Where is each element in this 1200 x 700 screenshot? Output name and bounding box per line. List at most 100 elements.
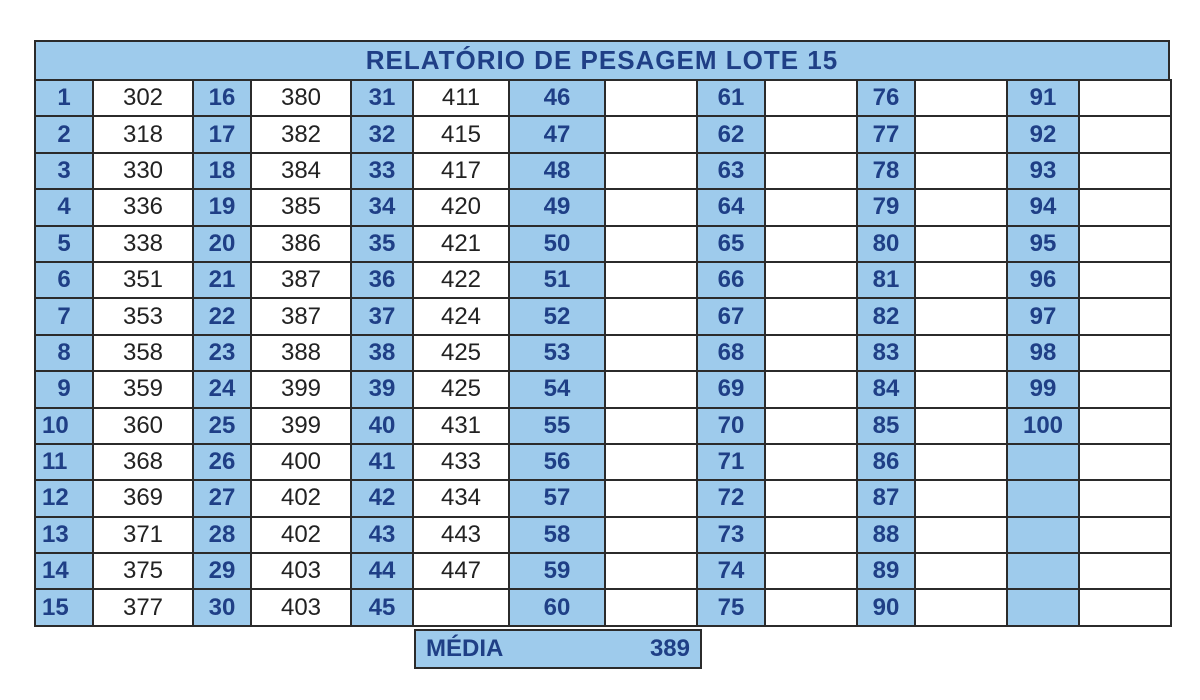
animal-number-cell: 2 <box>34 115 94 154</box>
empty-number-cell <box>1006 552 1080 591</box>
weight-cell <box>914 515 1008 555</box>
weight-cell <box>412 588 510 627</box>
weight-cell <box>1078 370 1172 409</box>
animal-number-cell: 13 <box>34 515 94 555</box>
weight-cell <box>764 78 858 118</box>
weight-cell <box>1078 588 1172 627</box>
animal-number-cell: 4 <box>34 188 94 227</box>
report-title: RELATÓRIO DE PESAGEM LOTE 15 <box>34 40 1170 79</box>
weight-cell <box>764 442 858 482</box>
table-row: 1 302 16 380 31 411 46 61 76 91 <box>34 78 1172 118</box>
empty-number-cell <box>1006 479 1080 518</box>
weight-cell: 371 <box>92 515 194 555</box>
animal-number-cell: 35 <box>350 224 414 263</box>
table-row: 13 371 28 402 43 443 58 73 88 <box>34 515 1172 555</box>
animal-number-cell: 54 <box>508 370 606 409</box>
weight-cell <box>914 78 1008 118</box>
weight-cell <box>604 297 698 336</box>
weight-cell: 431 <box>412 406 510 445</box>
weight-cell: 368 <box>92 442 194 482</box>
weight-cell: 420 <box>412 188 510 227</box>
animal-number-cell: 36 <box>350 260 414 300</box>
weight-cell <box>604 588 698 627</box>
animal-number-cell: 62 <box>696 115 766 154</box>
animal-number-cell: 77 <box>856 115 916 154</box>
animal-number-cell: 37 <box>350 297 414 336</box>
animal-number-cell: 80 <box>856 224 916 263</box>
animal-number-cell: 86 <box>856 442 916 482</box>
animal-number-cell: 70 <box>696 406 766 445</box>
weight-cell: 318 <box>92 115 194 154</box>
weight-cell <box>914 260 1008 300</box>
weight-cell <box>1078 333 1172 373</box>
animal-number-cell: 33 <box>350 151 414 191</box>
animal-number-cell: 79 <box>856 188 916 227</box>
animal-number-cell: 58 <box>508 515 606 555</box>
weight-cell <box>1078 151 1172 191</box>
animal-number-cell: 26 <box>192 442 252 482</box>
weight-cell: 388 <box>250 333 352 373</box>
animal-number-cell: 92 <box>1006 115 1080 154</box>
weight-cell: 380 <box>250 78 352 118</box>
weight-cell <box>914 333 1008 373</box>
animal-number-cell: 90 <box>856 588 916 627</box>
animal-number-cell: 8 <box>34 333 94 373</box>
weight-cell <box>1078 515 1172 555</box>
weight-cell <box>914 115 1008 154</box>
weight-cell: 387 <box>250 297 352 336</box>
weight-cell: 359 <box>92 370 194 409</box>
empty-number-cell <box>1006 442 1080 482</box>
weight-cell: 400 <box>250 442 352 482</box>
weight-cell <box>1078 78 1172 118</box>
weight-cell <box>914 442 1008 482</box>
animal-number-cell: 6 <box>34 260 94 300</box>
animal-number-cell: 82 <box>856 297 916 336</box>
table-row: 10 360 25 399 40 431 55 70 85 100 <box>34 406 1172 445</box>
animal-number-cell: 11 <box>34 442 94 482</box>
table-row: 14 375 29 403 44 447 59 74 89 <box>34 552 1172 591</box>
weight-cell: 402 <box>250 515 352 555</box>
animal-number-cell: 78 <box>856 151 916 191</box>
animal-number-cell: 66 <box>696 260 766 300</box>
weight-cell <box>1078 260 1172 300</box>
weight-cell: 402 <box>250 479 352 518</box>
animal-number-cell: 81 <box>856 260 916 300</box>
animal-number-cell: 49 <box>508 188 606 227</box>
animal-number-cell: 48 <box>508 151 606 191</box>
weight-cell: 399 <box>250 406 352 445</box>
weight-cell <box>914 370 1008 409</box>
weight-cell: 358 <box>92 333 194 373</box>
animal-number-cell: 59 <box>508 552 606 591</box>
weight-cell <box>764 260 858 300</box>
table-row: 8 358 23 388 38 425 53 68 83 98 <box>34 333 1172 373</box>
weight-cell: 384 <box>250 151 352 191</box>
empty-number-cell <box>1006 515 1080 555</box>
weight-cell <box>764 479 858 518</box>
animal-number-cell: 24 <box>192 370 252 409</box>
table-row: 4 336 19 385 34 420 49 64 79 94 <box>34 188 1172 227</box>
animal-number-cell: 21 <box>192 260 252 300</box>
animal-number-cell: 87 <box>856 479 916 518</box>
animal-number-cell: 42 <box>350 479 414 518</box>
weight-cell <box>914 188 1008 227</box>
animal-number-cell: 65 <box>696 224 766 263</box>
weight-cell <box>604 479 698 518</box>
animal-number-cell: 68 <box>696 333 766 373</box>
animal-number-cell: 98 <box>1006 333 1080 373</box>
weight-cell: 433 <box>412 442 510 482</box>
weight-cell <box>764 151 858 191</box>
animal-number-cell: 46 <box>508 78 606 118</box>
animal-number-cell: 16 <box>192 78 252 118</box>
animal-number-cell: 96 <box>1006 260 1080 300</box>
animal-number-cell: 29 <box>192 552 252 591</box>
weight-cell <box>914 588 1008 627</box>
animal-number-cell: 94 <box>1006 188 1080 227</box>
average-box: MÉDIA 389 <box>414 629 702 669</box>
animal-number-cell: 85 <box>856 406 916 445</box>
animal-number-cell: 61 <box>696 78 766 118</box>
weight-cell: 387 <box>250 260 352 300</box>
weight-cell: 403 <box>250 552 352 591</box>
table-row: 6 351 21 387 36 422 51 66 81 96 <box>34 260 1172 300</box>
animal-number-cell: 9 <box>34 370 94 409</box>
animal-number-cell: 41 <box>350 442 414 482</box>
